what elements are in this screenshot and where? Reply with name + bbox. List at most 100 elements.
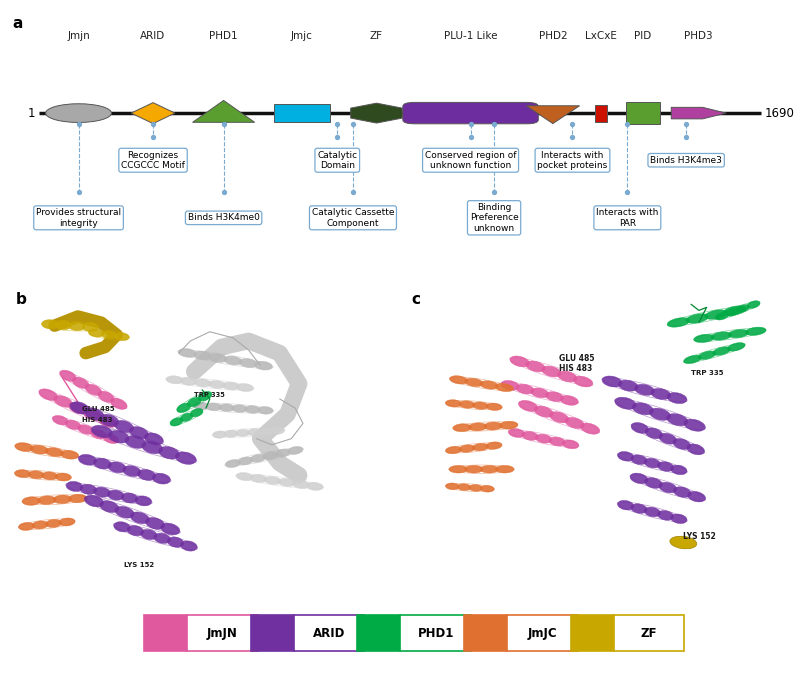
Text: Conserved region of
unknown function: Conserved region of unknown function: [425, 151, 516, 170]
Ellipse shape: [650, 408, 670, 420]
Ellipse shape: [232, 405, 247, 413]
Ellipse shape: [659, 482, 677, 493]
Ellipse shape: [89, 329, 104, 337]
Ellipse shape: [472, 402, 489, 409]
Ellipse shape: [574, 376, 593, 387]
Ellipse shape: [550, 412, 569, 423]
Bar: [464, 616, 507, 651]
Ellipse shape: [206, 403, 222, 411]
Ellipse shape: [713, 347, 730, 355]
Ellipse shape: [459, 401, 475, 408]
Ellipse shape: [194, 351, 212, 360]
Ellipse shape: [747, 301, 760, 308]
Ellipse shape: [275, 449, 290, 457]
Ellipse shape: [175, 452, 196, 464]
Ellipse shape: [501, 381, 519, 390]
Bar: [626, 101, 660, 125]
Ellipse shape: [61, 450, 78, 459]
Ellipse shape: [115, 507, 134, 518]
Ellipse shape: [108, 462, 126, 473]
Ellipse shape: [468, 423, 487, 431]
Ellipse shape: [484, 422, 502, 430]
Ellipse shape: [736, 304, 750, 313]
Ellipse shape: [558, 371, 577, 382]
Ellipse shape: [42, 472, 58, 480]
Text: JmJC: JmJC: [527, 627, 557, 640]
Bar: [144, 616, 187, 651]
Ellipse shape: [560, 396, 578, 405]
Ellipse shape: [102, 331, 117, 339]
Ellipse shape: [114, 420, 134, 432]
Ellipse shape: [666, 413, 688, 426]
Ellipse shape: [667, 392, 687, 404]
Ellipse shape: [581, 423, 600, 434]
Text: JmJN: JmJN: [207, 627, 238, 640]
Text: ARID: ARID: [141, 31, 166, 41]
Ellipse shape: [254, 361, 273, 370]
Ellipse shape: [705, 310, 727, 319]
Ellipse shape: [108, 430, 129, 443]
Bar: [187, 616, 258, 651]
Ellipse shape: [449, 465, 467, 473]
Ellipse shape: [142, 441, 162, 454]
Ellipse shape: [631, 422, 649, 433]
Text: Recognizes
CCGCCC Motif: Recognizes CCGCCC Motif: [121, 151, 185, 170]
Ellipse shape: [28, 471, 44, 479]
Ellipse shape: [683, 355, 702, 364]
Ellipse shape: [658, 462, 674, 471]
Ellipse shape: [618, 501, 634, 510]
Text: LYS 152: LYS 152: [683, 533, 716, 541]
Ellipse shape: [446, 446, 462, 454]
Ellipse shape: [486, 403, 502, 411]
Ellipse shape: [618, 380, 638, 391]
Ellipse shape: [32, 521, 48, 529]
Ellipse shape: [644, 458, 661, 468]
Text: GLU 485: GLU 485: [559, 354, 594, 363]
Ellipse shape: [518, 400, 538, 411]
Ellipse shape: [161, 523, 180, 535]
Ellipse shape: [138, 469, 156, 480]
Ellipse shape: [110, 398, 127, 409]
Ellipse shape: [78, 425, 94, 434]
Ellipse shape: [177, 403, 190, 413]
Ellipse shape: [130, 426, 149, 439]
Text: HIS 483: HIS 483: [82, 417, 112, 423]
Text: PHD1: PHD1: [210, 31, 238, 41]
Ellipse shape: [728, 330, 749, 338]
Ellipse shape: [78, 454, 97, 465]
Ellipse shape: [270, 427, 285, 434]
Ellipse shape: [530, 388, 549, 398]
Text: ZF: ZF: [370, 31, 383, 41]
Ellipse shape: [542, 366, 561, 377]
Ellipse shape: [178, 349, 197, 358]
Ellipse shape: [645, 477, 662, 488]
Ellipse shape: [65, 420, 81, 430]
Ellipse shape: [42, 319, 58, 329]
Ellipse shape: [187, 397, 202, 407]
Ellipse shape: [516, 384, 534, 394]
Ellipse shape: [53, 495, 72, 504]
Ellipse shape: [526, 361, 546, 372]
Ellipse shape: [224, 430, 238, 437]
Ellipse shape: [472, 443, 489, 451]
Text: a: a: [12, 16, 22, 31]
Ellipse shape: [667, 317, 690, 327]
Ellipse shape: [238, 457, 253, 465]
Text: LxCxE: LxCxE: [585, 31, 617, 41]
Text: Interacts with
PAR: Interacts with PAR: [596, 208, 658, 227]
Ellipse shape: [69, 402, 87, 414]
Text: PHD1: PHD1: [418, 627, 454, 640]
Ellipse shape: [85, 495, 104, 507]
Ellipse shape: [535, 434, 552, 443]
Ellipse shape: [549, 437, 566, 446]
Ellipse shape: [618, 452, 634, 461]
Ellipse shape: [250, 475, 267, 483]
Ellipse shape: [565, 417, 584, 428]
Ellipse shape: [22, 496, 41, 505]
Ellipse shape: [90, 430, 106, 439]
Ellipse shape: [93, 458, 111, 469]
Ellipse shape: [510, 356, 530, 367]
Ellipse shape: [72, 377, 89, 388]
Ellipse shape: [91, 425, 112, 438]
Bar: [570, 616, 614, 651]
